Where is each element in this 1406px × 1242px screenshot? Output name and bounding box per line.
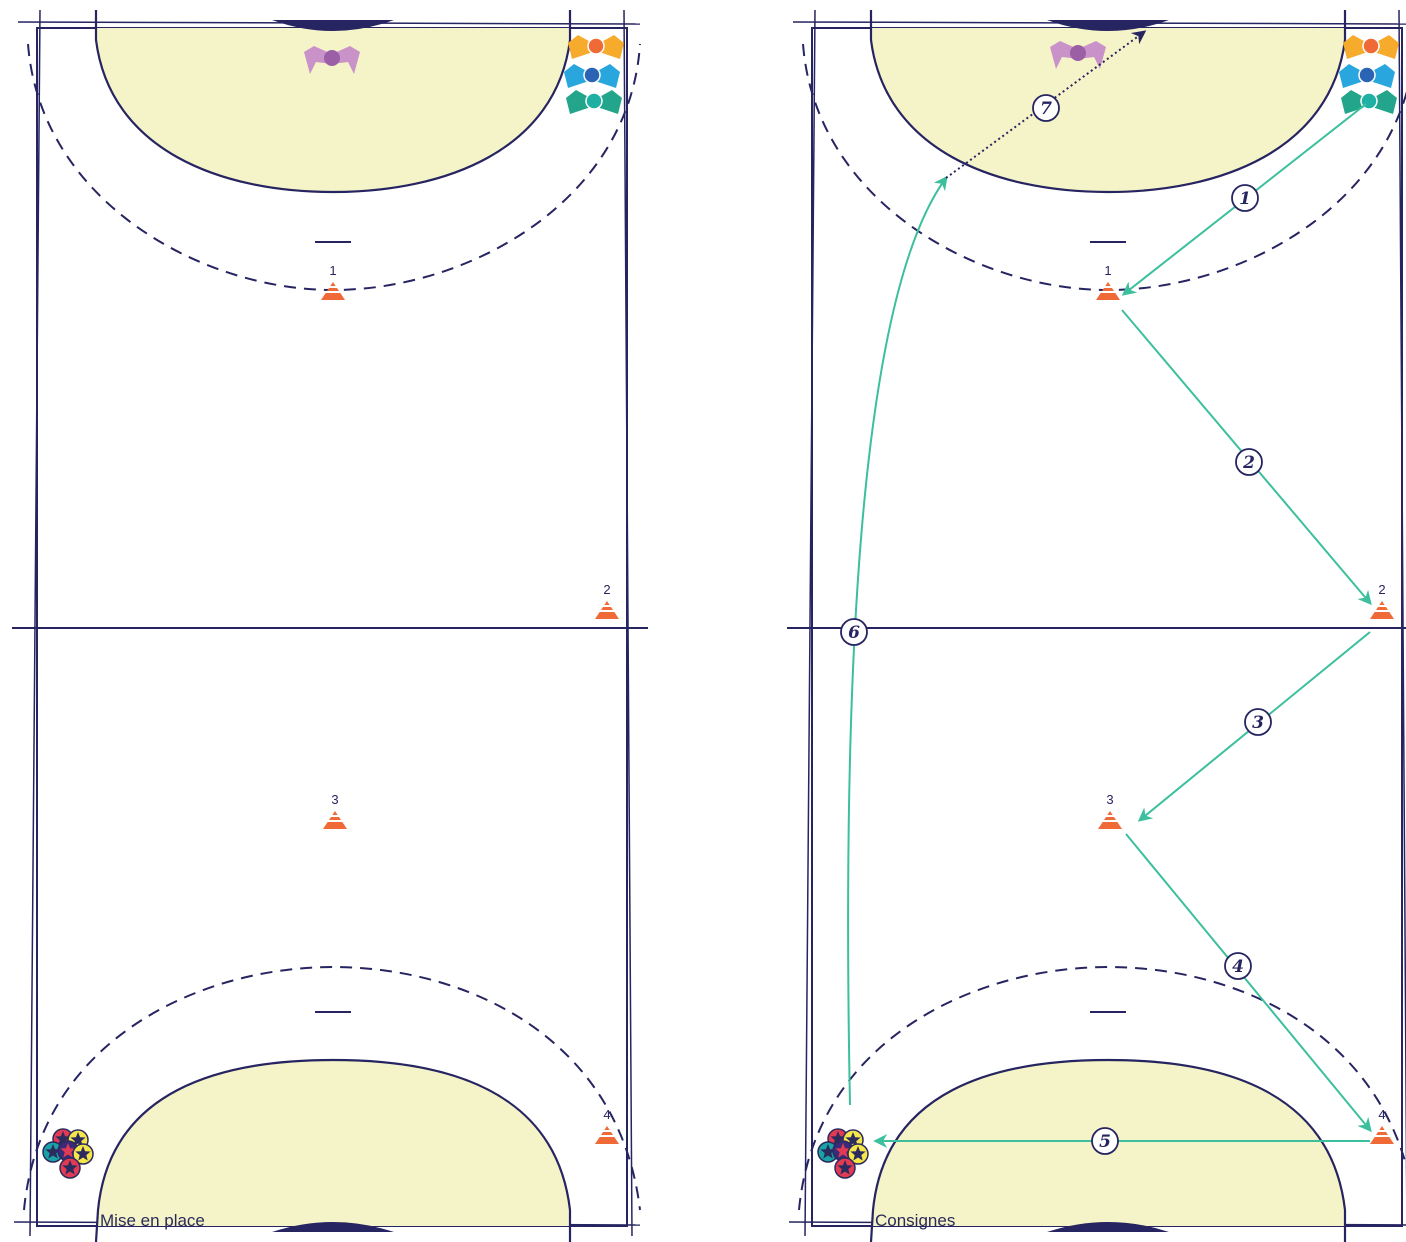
caption-instructions: Consignes bbox=[875, 1211, 956, 1230]
sideline bbox=[804, 9, 816, 1237]
ball-icon bbox=[847, 1143, 869, 1165]
cone-icon bbox=[1370, 1126, 1394, 1144]
goal-area-top bbox=[96, 28, 570, 192]
attacker-icon bbox=[568, 35, 624, 59]
cone-label: 4 bbox=[603, 1107, 610, 1122]
goal-bottom bbox=[272, 1222, 394, 1232]
ball-icon bbox=[72, 1143, 94, 1165]
step-number: 3 bbox=[1252, 713, 1264, 733]
cone-icon bbox=[323, 811, 347, 829]
step-badge: 3 bbox=[1244, 708, 1272, 736]
cone-label: 2 bbox=[603, 582, 610, 597]
step-number: 4 bbox=[1232, 957, 1244, 977]
attacker-icon bbox=[566, 90, 622, 114]
cone-label: 3 bbox=[1106, 792, 1113, 807]
goalkeeper-icon bbox=[1050, 41, 1106, 69]
goal-area-bottom bbox=[96, 1060, 570, 1226]
step-number: 5 bbox=[1099, 1132, 1111, 1152]
attacker-icon bbox=[1343, 35, 1399, 59]
ball-pile bbox=[817, 1128, 869, 1179]
path-segment bbox=[847, 175, 948, 1106]
step-badge: 2 bbox=[1235, 448, 1263, 476]
path-segment bbox=[1125, 833, 1372, 1133]
cone-icon bbox=[1098, 811, 1122, 829]
cone-label: 1 bbox=[329, 263, 336, 278]
six-meter-line bbox=[94, 1058, 572, 1242]
cone-icon bbox=[595, 601, 619, 619]
step-number: 1 bbox=[1239, 189, 1251, 209]
free-throw-line bbox=[23, 965, 641, 1211]
cone-label: 4 bbox=[1378, 1107, 1385, 1122]
step-number: 6 bbox=[848, 623, 860, 643]
goal-top bbox=[272, 20, 394, 31]
step-badge: 1 bbox=[1231, 184, 1259, 212]
cone-label: 3 bbox=[331, 792, 338, 807]
cone-icon bbox=[321, 282, 345, 300]
cone-label: 1 bbox=[1104, 263, 1111, 278]
cone-icon bbox=[1096, 282, 1120, 300]
cone-icon bbox=[595, 1126, 619, 1144]
ball-icon bbox=[59, 1157, 81, 1179]
step-number: 7 bbox=[1040, 99, 1052, 119]
court-instructions: 1 2 3 4 bbox=[787, 9, 1406, 1242]
shot-segment bbox=[945, 30, 1147, 179]
six-meter-line bbox=[869, 1058, 1347, 1242]
step-number: 2 bbox=[1242, 453, 1255, 473]
cone-icon bbox=[1370, 601, 1394, 619]
attacker-icon bbox=[564, 64, 620, 88]
sideline bbox=[29, 9, 41, 1237]
step-badge: 6 bbox=[840, 618, 868, 646]
six-meter-line bbox=[869, 10, 1347, 194]
attacker-icon bbox=[1339, 64, 1395, 88]
attacker-icon bbox=[1341, 90, 1397, 114]
cone-label: 2 bbox=[1378, 582, 1385, 597]
step-badge: 5 bbox=[1091, 1127, 1119, 1155]
six-meter-line bbox=[94, 10, 572, 194]
sideline bbox=[623, 9, 633, 1237]
goal-top bbox=[1047, 20, 1169, 31]
ball-icon bbox=[834, 1157, 856, 1179]
step-badge: 7 bbox=[1032, 94, 1060, 122]
goal-bottom bbox=[1047, 1222, 1169, 1232]
court-setup: 1 2 3 4 bbox=[12, 9, 648, 1242]
goalkeeper-icon bbox=[304, 46, 360, 74]
caption-setup: Mise en place bbox=[100, 1211, 205, 1230]
step-badge: 4 bbox=[1224, 952, 1252, 980]
free-throw-line bbox=[798, 965, 1406, 1211]
goal-area-top bbox=[871, 28, 1345, 192]
ball-pile bbox=[42, 1128, 94, 1179]
drill-path: 1 2 3 4 5 6 7 bbox=[840, 30, 1372, 1155]
